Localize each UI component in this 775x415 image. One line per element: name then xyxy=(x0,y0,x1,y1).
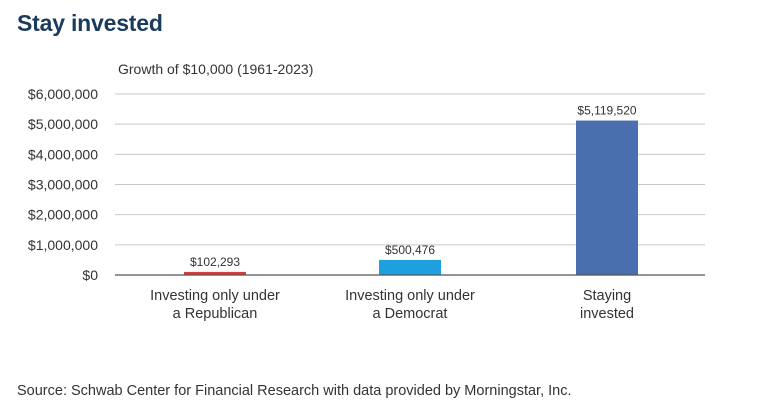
data-label: $500,476 xyxy=(385,243,435,257)
x-category-label: Staying xyxy=(583,288,631,304)
y-tick-label: $2,000,000 xyxy=(28,207,98,223)
y-tick-label: $1,000,000 xyxy=(28,237,98,253)
y-tick-label: $0 xyxy=(82,267,98,283)
chart-subtitle: Growth of $10,000 (1961-2023) xyxy=(118,61,314,77)
y-tick-label: $4,000,000 xyxy=(28,146,98,162)
bar xyxy=(379,259,441,275)
source-note: Source: Schwab Center for Financial Rese… xyxy=(17,383,572,399)
chart-title: Stay invested xyxy=(17,10,163,36)
y-tick-label: $3,000,000 xyxy=(28,177,98,193)
x-category-label: a Democrat xyxy=(373,306,448,322)
bar xyxy=(576,120,638,275)
x-category-label: a Republican xyxy=(173,306,258,322)
y-tick-label: $5,000,000 xyxy=(28,116,98,132)
y-tick-label: $6,000,000 xyxy=(28,86,98,102)
data-label: $102,293 xyxy=(190,255,240,269)
bar xyxy=(184,271,246,275)
data-label: $5,119,520 xyxy=(577,104,636,118)
x-category-label: invested xyxy=(580,306,634,322)
x-category-label: Investing only under xyxy=(150,288,280,304)
x-category-label: Investing only under xyxy=(345,288,475,304)
